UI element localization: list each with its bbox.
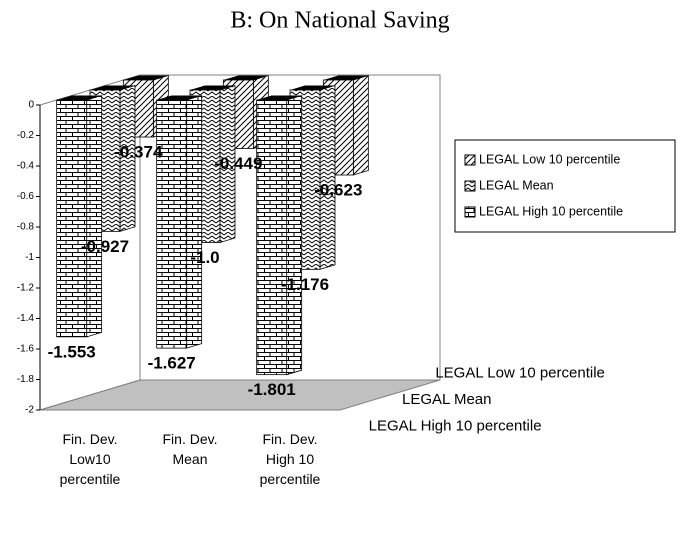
bar-side bbox=[352, 74, 369, 176]
bar-top bbox=[123, 75, 169, 80]
chart-title: B: On National Saving bbox=[230, 8, 449, 34]
bar-side bbox=[86, 94, 103, 338]
y-tick-label: -1.4 bbox=[17, 313, 35, 324]
data-label: -1.0 bbox=[190, 248, 219, 267]
depth-tick-label: LEGAL High 10 percentile bbox=[369, 418, 542, 435]
legend-label: LEGAL Mean bbox=[479, 178, 554, 192]
data-label: -1.627 bbox=[148, 354, 196, 373]
y-tick-label: -1.8 bbox=[17, 374, 35, 385]
bar-top bbox=[156, 95, 202, 100]
legend-swatch bbox=[464, 180, 476, 192]
y-tick-label: 0 bbox=[28, 100, 34, 111]
bar-side bbox=[186, 94, 203, 349]
back-wall bbox=[139, 74, 441, 381]
legend-label: LEGAL Low 10 percentile bbox=[479, 152, 620, 166]
depth-tick-label: LEGAL Low 10 percentile bbox=[435, 364, 605, 381]
data-label: -1.553 bbox=[48, 342, 96, 361]
y-tick-label: -1.2 bbox=[17, 283, 35, 294]
bar bbox=[56, 99, 88, 338]
x-tick-label: Fin. Dev. High 10 percentile bbox=[260, 431, 321, 487]
bar-top bbox=[323, 75, 369, 80]
y-tick-label: -2 bbox=[25, 405, 34, 416]
x-tick-label: Fin. Dev. Low10 percentile bbox=[60, 431, 121, 487]
data-label: -1.176 bbox=[281, 275, 329, 294]
bar-top bbox=[256, 95, 302, 100]
legend-label: LEGAL High 10 percentile bbox=[479, 204, 623, 218]
y-tick-label: -0.8 bbox=[17, 222, 35, 233]
bar-top bbox=[190, 85, 235, 90]
y-tick-label: -0.4 bbox=[17, 161, 35, 172]
y-tick-label: -0.2 bbox=[17, 130, 35, 141]
bar-top bbox=[56, 95, 102, 100]
y-tick-label: -1.6 bbox=[17, 344, 35, 355]
x-tick-label: Fin. Dev. Mean bbox=[163, 431, 218, 467]
data-label: -0.623 bbox=[314, 180, 362, 199]
bar-top bbox=[223, 75, 269, 80]
y-tick-label: -0.6 bbox=[17, 191, 35, 202]
bar bbox=[156, 99, 188, 349]
legend-swatch bbox=[464, 154, 476, 166]
floor bbox=[39, 379, 441, 411]
bar bbox=[256, 99, 288, 376]
depth-tick-label: LEGAL Mean bbox=[402, 391, 492, 408]
bar-side bbox=[319, 84, 336, 270]
data-label: -0.927 bbox=[81, 237, 129, 256]
y-tick-label: -1 bbox=[25, 252, 34, 263]
data-label: -1.801 bbox=[248, 380, 296, 399]
legend-box bbox=[454, 139, 676, 233]
data-label: -0.449 bbox=[214, 154, 262, 173]
legend-swatch bbox=[464, 206, 476, 218]
bar-top bbox=[290, 85, 335, 90]
data-label: -0.374 bbox=[114, 143, 163, 162]
bar-top bbox=[90, 85, 135, 90]
bar-side bbox=[286, 94, 303, 376]
